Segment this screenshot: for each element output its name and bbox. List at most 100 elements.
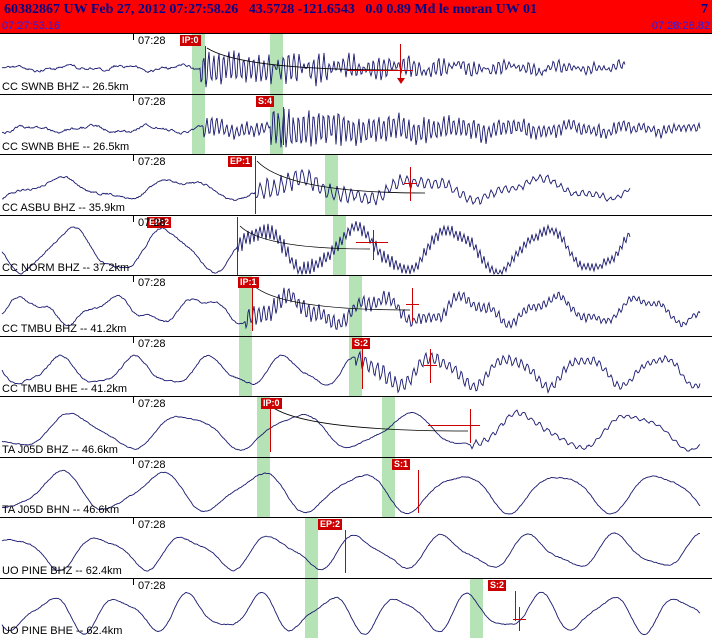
coda-decay-curve bbox=[206, 47, 399, 71]
coda-marker-line[interactable] bbox=[430, 348, 431, 383]
minute-tick bbox=[133, 155, 134, 161]
phase-pick-label[interactable]: IP:1 bbox=[238, 277, 259, 288]
station-channel-label: CC TMBU BHE -- 41.2km bbox=[2, 383, 128, 395]
waveform-canvas[interactable] bbox=[0, 337, 712, 397]
phase-pick-line[interactable] bbox=[255, 156, 256, 214]
minute-tick-label: 07:28 bbox=[138, 519, 166, 531]
phase-pick-label[interactable]: S:2 bbox=[488, 579, 507, 591]
phase-pick-label[interactable]: S:4 bbox=[256, 95, 275, 107]
waveform-canvas[interactable] bbox=[0, 458, 712, 518]
trace-panel[interactable]: S:2 07:28 UO PINE BHE -- 62.4km bbox=[0, 577, 712, 638]
coda-marker-line[interactable] bbox=[373, 229, 374, 260]
seismogram-trace bbox=[1, 409, 701, 452]
trace-area: IP:0 07:28 CC SWNB BHZ -- 26.5km S:4 07:28 CC… bbox=[0, 33, 712, 638]
phase-pick-line[interactable] bbox=[515, 590, 516, 621]
phase-pick-line[interactable] bbox=[205, 46, 206, 84]
seismogram-trace bbox=[1, 591, 701, 635]
minute-tick bbox=[133, 397, 134, 403]
trace-panel[interactable]: S:1 07:28 TA J05D BHN -- 46.6km bbox=[0, 456, 712, 518]
station-channel-label: UO PINE BHE -- 62.4km bbox=[2, 625, 123, 637]
pick-window-band bbox=[382, 457, 395, 517]
minute-tick-label: 07:28 bbox=[138, 337, 166, 350]
waveform-canvas[interactable] bbox=[0, 155, 712, 215]
minute-tick bbox=[133, 336, 134, 343]
phase-pick-line[interactable] bbox=[362, 348, 363, 389]
station-channel-label: UO PINE BHZ -- 62.4km bbox=[2, 564, 122, 577]
pick-window-band bbox=[349, 276, 362, 336]
seismogram-trace bbox=[2, 50, 626, 88]
trace-panel[interactable]: EP:2 07:28 CC NORM BHZ -- 37.2km bbox=[0, 214, 712, 276]
seismogram-trace bbox=[1, 108, 701, 148]
minute-tick-label: 07:28 bbox=[138, 216, 166, 229]
station-channel-label: CC SWNB BHZ -- 26.5km bbox=[2, 80, 129, 93]
pick-window-band bbox=[270, 34, 283, 94]
phase-pick-label[interactable]: EP:2 bbox=[318, 519, 343, 530]
coda-marker-line[interactable] bbox=[412, 288, 413, 322]
phase-pick-label[interactable]: IP:0 bbox=[261, 398, 282, 409]
minute-tick-label: 07:28 bbox=[138, 95, 166, 108]
phase-pick-line[interactable] bbox=[283, 106, 284, 145]
minute-tick-label: 07:28 bbox=[138, 398, 166, 410]
coda-marker-line[interactable] bbox=[410, 167, 411, 201]
phase-pick-line[interactable] bbox=[237, 216, 238, 275]
pick-window-band bbox=[349, 336, 362, 396]
phase-pick-line[interactable] bbox=[252, 288, 253, 331]
coda-decay-curve bbox=[253, 285, 411, 311]
trace-panel[interactable]: S:4 07:28 CC SWNB BHE -- 26.5km bbox=[0, 93, 712, 155]
header-bar: 60382867 UW Feb 27, 2012 07:27:58.26 43.… bbox=[0, 0, 712, 20]
trace-panel[interactable]: IP:0 07:28 CC SWNB BHZ -- 26.5km bbox=[0, 33, 712, 94]
trace-panel[interactable]: EP:1 07:28 CC ASBU BHZ -- 35.9km bbox=[0, 154, 712, 215]
pick-window-band bbox=[305, 578, 318, 638]
event-summary: 60382867 UW Feb 27, 2012 07:27:58.26 43.… bbox=[4, 2, 538, 17]
pick-window-band bbox=[257, 457, 270, 517]
coda-marker-cross bbox=[513, 618, 526, 620]
coda-marker-line[interactable] bbox=[400, 44, 401, 79]
station-channel-label: TA J05D BHN -- 46.6km bbox=[2, 504, 120, 516]
coda-marker-cross bbox=[404, 183, 417, 184]
phase-pick-label[interactable]: S:2 bbox=[352, 337, 371, 349]
waveform-canvas[interactable] bbox=[0, 276, 712, 336]
coda-error-bar bbox=[356, 241, 388, 243]
waveform-canvas[interactable] bbox=[0, 518, 712, 578]
coda-error-bar bbox=[428, 425, 480, 426]
minute-tick bbox=[133, 276, 134, 282]
window-end-time: 07:28:28.82 bbox=[651, 20, 710, 32]
trace-panel[interactable]: IP:0 07:28 TA J05D BHZ -- 46.6km bbox=[0, 396, 712, 457]
waveform-canvas[interactable] bbox=[0, 397, 712, 457]
minute-tick bbox=[133, 215, 134, 222]
minute-tick-label: 07:28 bbox=[138, 458, 166, 471]
waveform-canvas[interactable] bbox=[0, 579, 712, 638]
trace-panel[interactable]: EP:2 07:28 UO PINE BHZ -- 62.4km bbox=[0, 517, 712, 578]
phase-pick-line[interactable] bbox=[345, 530, 346, 573]
station-channel-label: CC NORM BHZ -- 37.2km bbox=[2, 262, 130, 274]
seismogram-trace bbox=[1, 469, 701, 514]
trace-panel[interactable]: IP:1 07:28 CC TMBU BHZ -- 41.2km bbox=[0, 275, 712, 336]
pick-window-band bbox=[382, 397, 395, 457]
coda-decay-curve bbox=[271, 406, 469, 432]
pick-window-band bbox=[333, 215, 346, 275]
phase-pick-label[interactable]: EP:2 bbox=[147, 216, 172, 228]
phase-pick-line[interactable] bbox=[418, 469, 419, 513]
station-channel-label: TA J05D BHZ -- 46.6km bbox=[2, 443, 118, 456]
pick-window-band bbox=[239, 336, 252, 396]
trace-count: 7 bbox=[701, 2, 708, 17]
trace-panel[interactable]: S:2 07:28 CC TMBU BHE -- 41.2km bbox=[0, 335, 712, 397]
coda-marker-cross bbox=[406, 304, 419, 305]
waveform-canvas[interactable] bbox=[0, 216, 712, 276]
station-channel-label: CC ASBU BHZ -- 35.9km bbox=[2, 201, 125, 214]
phase-pick-label[interactable]: S:1 bbox=[392, 458, 411, 470]
coda-marker-line[interactable] bbox=[470, 409, 471, 443]
pick-window-band bbox=[239, 276, 252, 336]
station-channel-label: CC SWNB BHE -- 26.5km bbox=[2, 141, 130, 153]
down-arrow-icon bbox=[397, 78, 405, 84]
pick-window-band bbox=[470, 578, 483, 638]
waveform-canvas[interactable] bbox=[0, 34, 712, 94]
phase-pick-line[interactable] bbox=[270, 409, 271, 452]
phase-pick-label[interactable]: IP:0 bbox=[180, 35, 201, 46]
seismogram-trace bbox=[1, 168, 631, 206]
waveform-canvas[interactable] bbox=[0, 95, 712, 155]
phase-pick-label[interactable]: EP:1 bbox=[228, 156, 253, 167]
pick-window-band bbox=[270, 94, 283, 154]
window-start-time: 07:27:53.16 bbox=[2, 20, 61, 32]
minute-tick-label: 07:28 bbox=[138, 156, 166, 168]
